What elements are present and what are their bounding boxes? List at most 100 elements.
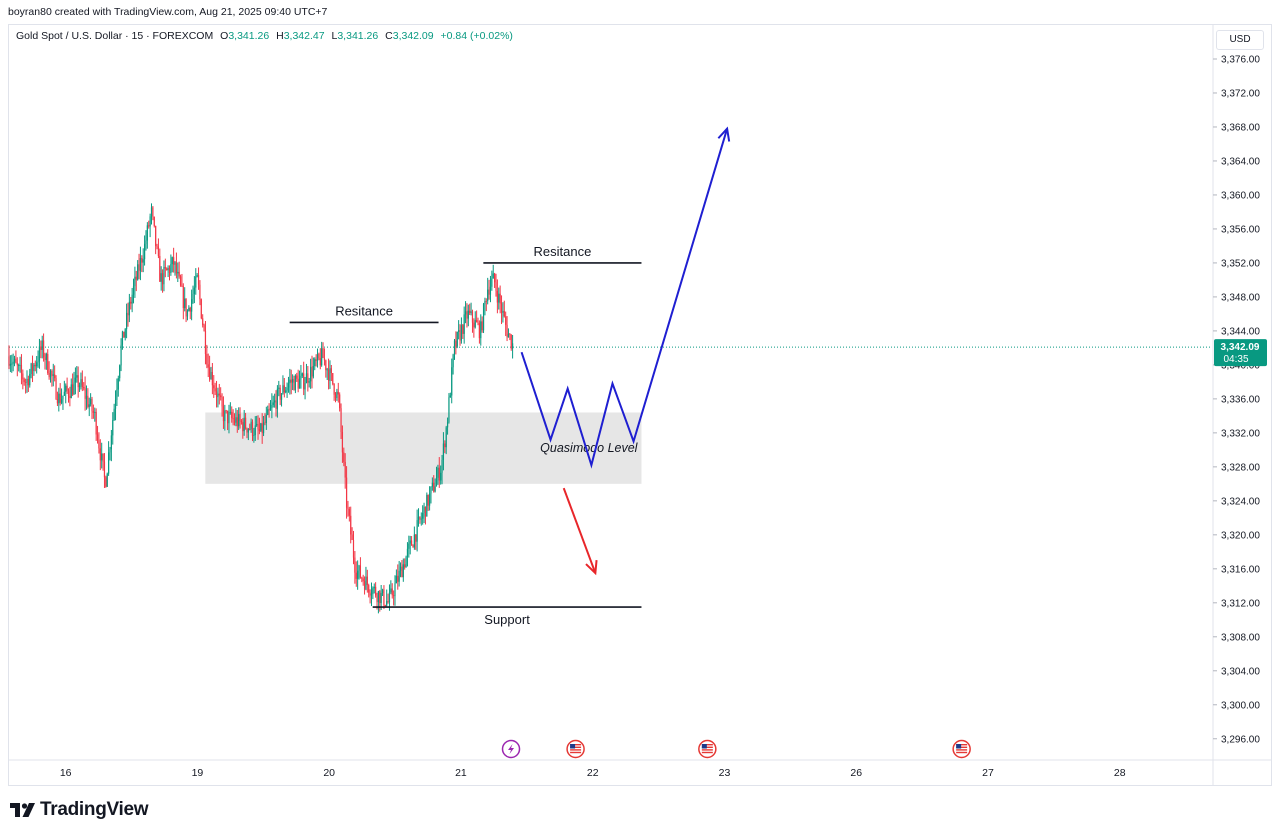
candle-up [406, 548, 409, 557]
price-tick-label: 3,300.00 [1221, 700, 1260, 711]
candle-down [181, 285, 183, 287]
candle-down [476, 320, 478, 323]
candle-up [381, 589, 384, 594]
candle-down [279, 387, 281, 400]
candle-up [11, 363, 13, 365]
candle-up [174, 262, 176, 265]
symbol-name[interactable]: Gold Spot / U.S. Dollar · 15 · FOREXCOM [16, 30, 214, 42]
close-value: 3,342.09 [392, 30, 434, 42]
candle-up [163, 266, 165, 285]
candle-down [81, 379, 83, 388]
candle-down [258, 429, 261, 431]
candle-up [453, 340, 456, 355]
candle-up [76, 375, 78, 378]
candle-down [283, 385, 285, 393]
candle-up [458, 330, 460, 332]
candle-down [337, 391, 339, 395]
candle-up [177, 271, 179, 274]
candle-down [95, 411, 97, 435]
candle-up [314, 359, 316, 367]
price-tick-label: 3,308.00 [1221, 632, 1260, 643]
candle-down [293, 379, 295, 391]
candle-down [203, 325, 205, 331]
candle-down [232, 418, 234, 420]
candle-up [52, 374, 54, 376]
candle-down [135, 276, 137, 280]
candle-up [124, 329, 126, 338]
candle-up [446, 422, 449, 428]
candle-up [195, 276, 197, 288]
us-flag-event-icon [566, 739, 585, 759]
candle-down [384, 605, 386, 606]
candle-up [417, 516, 420, 521]
candle-up [274, 400, 276, 403]
candle-up [229, 411, 231, 413]
candle-down [376, 595, 378, 603]
tradingview-logo-icon [10, 803, 35, 817]
price-tick-label: 3,328.00 [1221, 462, 1260, 473]
candle-down [141, 258, 143, 263]
candle-down [455, 340, 457, 347]
open-value: 3,341.26 [228, 30, 270, 42]
candle-up [285, 390, 287, 393]
candle-down [23, 379, 25, 383]
candle-up [19, 364, 21, 366]
symbol-legend[interactable]: Gold Spot / U.S. Dollar · 15 · FOREXCOM … [16, 30, 517, 42]
candle-down [77, 375, 79, 388]
chart-frame[interactable] [8, 24, 1272, 786]
candle-down [495, 282, 497, 291]
candle-down [319, 358, 321, 366]
high-value: 3,342.47 [283, 30, 325, 42]
us-flag-event-icon [952, 739, 971, 759]
candles [8, 203, 514, 614]
quasimodo-zone [205, 412, 642, 484]
candle-up [254, 425, 256, 436]
candle-up [125, 312, 128, 330]
candle-down [51, 370, 53, 376]
candle-up [109, 449, 111, 453]
candle-up [38, 346, 41, 362]
time-tick-label: 26 [850, 767, 862, 779]
candle-down [369, 592, 371, 596]
close-label: C [385, 30, 393, 42]
candle-up [60, 399, 63, 403]
candle-up [113, 408, 115, 421]
candle-up [139, 258, 142, 271]
candle-down [87, 395, 89, 407]
candle-up [437, 467, 439, 478]
candle-up [289, 379, 291, 384]
alternate-arrowhead [585, 560, 598, 576]
candle-up [36, 362, 38, 367]
candle-down [494, 273, 496, 283]
candle-up [464, 311, 467, 315]
candle-down [220, 395, 222, 398]
candle-up [448, 397, 450, 423]
candle-down [16, 362, 18, 366]
candle-up [128, 301, 130, 316]
candle-up [134, 276, 136, 287]
candle-up [62, 395, 64, 400]
currency-button[interactable]: USD [1216, 30, 1264, 50]
candle-down [166, 268, 168, 271]
candle-down [261, 423, 263, 434]
tradingview-footer[interactable]: TradingView [10, 799, 149, 821]
price-tick-label: 3,316.00 [1221, 564, 1260, 575]
price-tick-label: 3,312.00 [1221, 598, 1260, 609]
candle-up [441, 459, 443, 473]
candle-down [322, 348, 324, 358]
candle-up [188, 307, 190, 311]
candle-down [350, 515, 352, 535]
candle-up [445, 427, 447, 448]
candle-down [352, 539, 355, 558]
candle-down [397, 575, 399, 582]
candle-up [440, 472, 442, 481]
candle-up [260, 423, 262, 431]
candle-up [336, 391, 338, 398]
open-label: O [220, 30, 229, 42]
candle-up [287, 383, 290, 388]
price-tag-countdown: 04:35 [1223, 354, 1248, 365]
candle-down [226, 410, 229, 424]
time-tick-label: 20 [323, 767, 335, 779]
event-markers [501, 739, 971, 759]
